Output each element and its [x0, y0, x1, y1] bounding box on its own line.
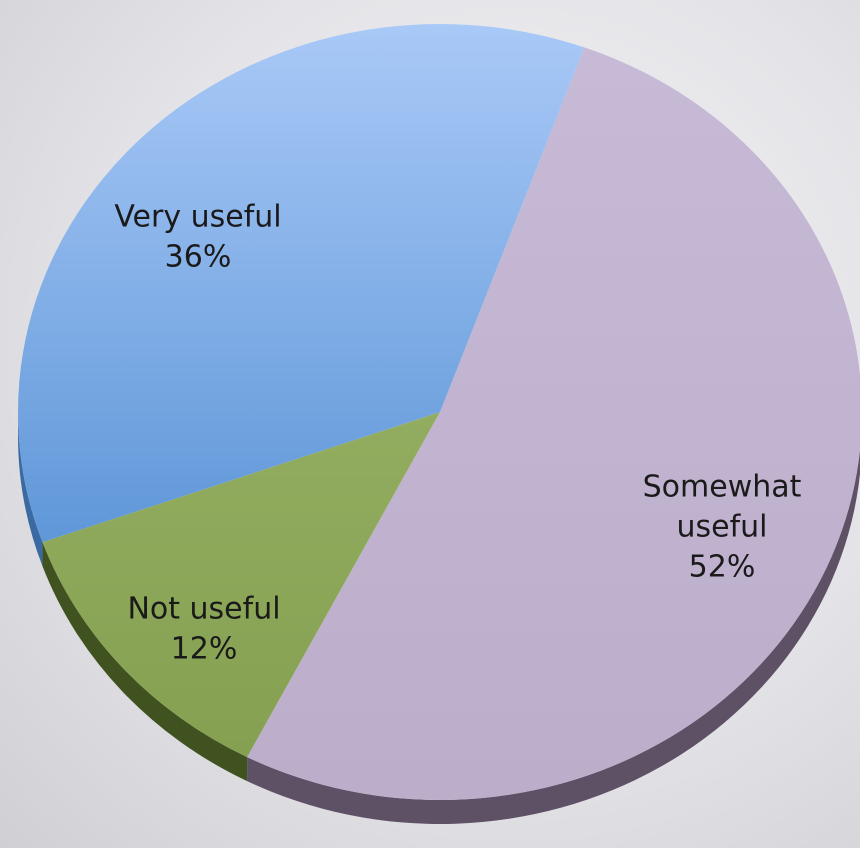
pie-slice-3	[18, 23, 585, 543]
pie-slice-percent-label-3: 36%	[165, 240, 232, 275]
pie-slice-2	[42, 412, 441, 758]
pie-depth-layer	[18, 412, 860, 824]
pie-top-layer	[18, 23, 860, 800]
pie-label-layer: Somewhat useful 52% Not useful 12% Very usefu…	[114, 200, 801, 667]
pie-slice-1	[247, 47, 860, 800]
pie-slice-percent-label-1: 52%	[689, 550, 756, 585]
pie-slice-label-1: Somewhat	[643, 470, 802, 505]
pie-slice-percent-label-2: 12%	[171, 632, 238, 667]
pie-slice-side-1	[247, 448, 860, 824]
pie-slice-label-1: useful	[676, 510, 767, 545]
pie-slice-label-3: Very useful	[114, 200, 281, 235]
pie-slice-label-2: Not useful	[127, 592, 280, 627]
pie-slice-side-2	[42, 542, 248, 782]
pie-slice-side-3	[18, 412, 43, 567]
